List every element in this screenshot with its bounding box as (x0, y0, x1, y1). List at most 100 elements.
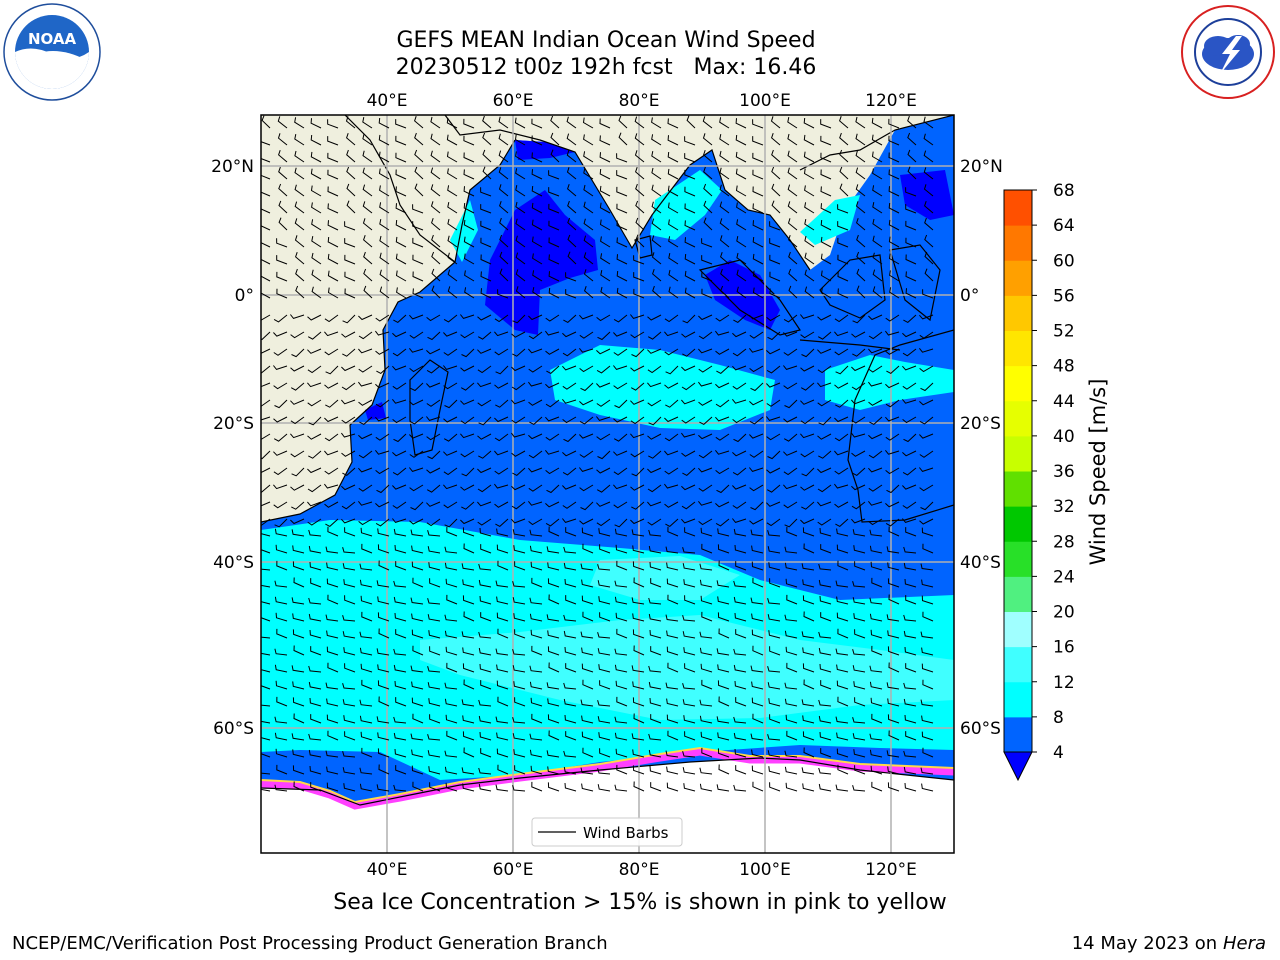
wind-barb (749, 416, 764, 425)
wind-barb (325, 750, 339, 758)
wind-barb (920, 563, 934, 571)
wind-barb (733, 732, 747, 741)
wind-barb (682, 699, 696, 707)
wind-barb (668, 269, 679, 282)
wind-barb (307, 348, 322, 354)
wind-barb (919, 433, 934, 439)
wind-barb (462, 647, 475, 656)
wind-barb (361, 679, 373, 690)
wind-barb (446, 117, 458, 129)
wind-barb (545, 433, 560, 441)
wind-barb (921, 595, 934, 605)
wind-barb (648, 665, 662, 673)
wind-barb (668, 219, 679, 231)
wind-barb (463, 186, 475, 197)
wind-barb (583, 151, 594, 163)
wind-barb (478, 715, 492, 724)
colorbar-segment (1004, 400, 1032, 437)
wind-barb (307, 518, 322, 526)
wind-barb (512, 733, 526, 741)
wind-barb (480, 748, 492, 758)
wind-barb (800, 314, 815, 319)
wind-barb (817, 314, 832, 321)
wind-barb (868, 348, 883, 354)
wind-barb (309, 697, 322, 707)
wind-barb (683, 579, 696, 588)
lat-label-right: 0° (960, 286, 979, 306)
wind-barb (886, 365, 900, 375)
map-frame (260, 114, 955, 854)
wind-barb (512, 467, 526, 477)
wind-barb (278, 183, 288, 197)
wind-barb (868, 399, 883, 406)
wind-barb (565, 289, 577, 299)
wind-barb (580, 767, 594, 775)
wind-barb (647, 314, 662, 321)
wind-barb (327, 594, 339, 605)
wind-barb (802, 647, 815, 656)
wind-barb (261, 225, 271, 231)
wind-barb (684, 237, 696, 248)
wind-barb (344, 663, 356, 673)
wind-barb (477, 467, 492, 474)
wind-barb (395, 561, 407, 571)
wind-barb (495, 399, 509, 408)
wind-barb (513, 545, 526, 554)
wind-barb (325, 682, 339, 690)
wind-barb (698, 381, 713, 387)
wind-barb (528, 331, 543, 340)
wind-barb (409, 484, 424, 492)
wind-barb (852, 581, 866, 588)
wind-barb (904, 782, 917, 792)
wind-barb (836, 528, 849, 537)
wind-barb (261, 617, 271, 622)
wind-barb (324, 314, 339, 323)
wind-barb (358, 314, 373, 321)
wind-barb (344, 595, 356, 605)
wind-barb (563, 682, 577, 690)
wind-barb (564, 782, 577, 792)
wind-barb (565, 272, 577, 282)
wind-barb (445, 578, 458, 588)
wind-barb (495, 580, 509, 588)
wind-barb (736, 236, 747, 248)
wind-barb (856, 234, 866, 248)
wind-barb (649, 765, 662, 775)
wind-barb (546, 682, 560, 690)
wind-barb (802, 731, 815, 741)
wind-barb (378, 764, 390, 775)
wind-barb (803, 747, 815, 758)
wind-barb (430, 133, 441, 146)
wind-barb (787, 184, 798, 197)
wind-barb (851, 365, 866, 372)
wind-barb (716, 648, 730, 656)
wind-barb (583, 269, 594, 282)
wind-barb (887, 646, 900, 656)
wind-barb (395, 697, 407, 707)
wind-barb (307, 501, 322, 507)
colorbar-tick-label: 8 (1053, 708, 1064, 728)
wind-barb (410, 501, 424, 511)
wind-barb (887, 562, 900, 571)
wind-barb (733, 648, 747, 656)
wind-barb (717, 596, 730, 605)
lat-label-right: 20°N (960, 157, 1003, 177)
wind-barb (868, 484, 883, 492)
wind-barb (528, 518, 543, 526)
wind-barb (361, 747, 373, 758)
wind-barb (921, 647, 934, 656)
wind-barb (684, 527, 696, 537)
wind-barb (766, 348, 781, 355)
wind-barb (614, 528, 628, 537)
wind-barb (531, 577, 543, 588)
wind-barb (851, 450, 866, 457)
wind-barb (480, 680, 492, 690)
wind-barb (376, 365, 390, 375)
wind-barb (447, 185, 458, 197)
wind-barb (854, 765, 866, 775)
wind-barb (732, 518, 747, 523)
wind-barb (819, 731, 832, 741)
wind-barb (563, 314, 577, 324)
wind-barb (582, 543, 594, 554)
wind-barb (362, 218, 373, 231)
